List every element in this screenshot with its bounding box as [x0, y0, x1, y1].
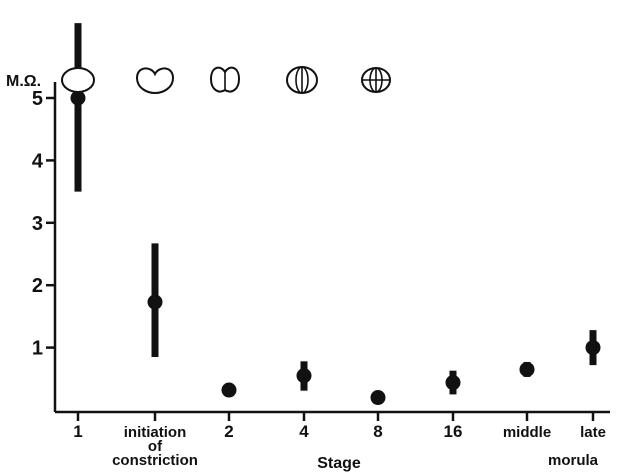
- data-point: [519, 361, 535, 377]
- y-tick-label: 5: [32, 88, 43, 110]
- x-tick-label: 16: [444, 422, 463, 441]
- y-ticks: 1 2 3 4 5: [32, 88, 55, 360]
- data-point: [147, 294, 163, 310]
- data-point: [445, 375, 461, 391]
- data-point: [70, 90, 86, 106]
- x-tick-label: 4: [299, 422, 309, 441]
- one-cell-icon: [61, 67, 95, 93]
- constricted-egg-icon: [135, 67, 175, 95]
- x-tick-label: constriction: [112, 452, 198, 469]
- data-point: [221, 382, 237, 398]
- y-tick-label: 3: [32, 213, 43, 235]
- data-point: [296, 368, 312, 384]
- y-tick-label: 4: [32, 150, 44, 172]
- x-tick-label: 8: [373, 422, 382, 441]
- data-points: [70, 90, 601, 406]
- four-cell-icon: [286, 66, 318, 94]
- data-point: [370, 390, 386, 406]
- y-tick-label: 1: [32, 338, 43, 360]
- y-axis-title: M.Ω.: [6, 73, 41, 90]
- two-cell-icon: [209, 66, 241, 93]
- x-tick-label: 1: [73, 422, 82, 441]
- stage-icons: [61, 66, 391, 95]
- x-tick-label: middle: [503, 424, 551, 441]
- x-tick-label: 2: [224, 422, 233, 441]
- data-point: [585, 340, 601, 356]
- eight-cell-icon: [361, 67, 391, 93]
- axes: [53, 82, 610, 414]
- x-tick-label: morula: [548, 452, 599, 469]
- x-tick-label: of: [148, 438, 163, 455]
- x-tick-label: initiation: [124, 424, 187, 441]
- y-tick-label: 2: [32, 275, 43, 297]
- x-axis-title: Stage: [317, 455, 361, 472]
- x-tick-label: late: [580, 424, 606, 441]
